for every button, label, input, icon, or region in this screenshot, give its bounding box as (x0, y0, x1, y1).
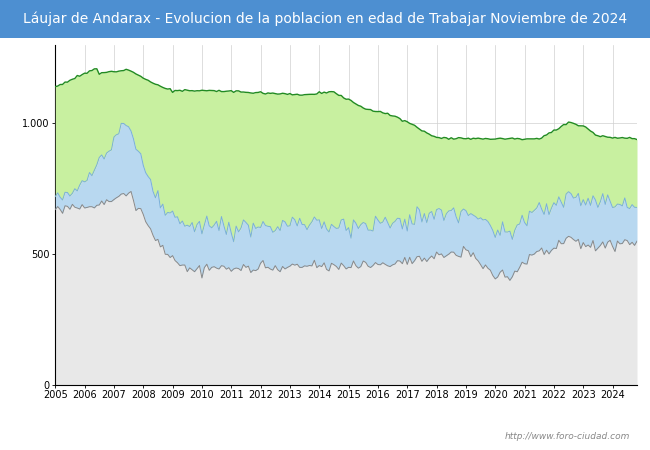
Text: Láujar de Andarax - Evolucion de la poblacion en edad de Trabajar Noviembre de 2: Láujar de Andarax - Evolucion de la pobl… (23, 12, 627, 27)
Text: http://www.foro-ciudad.com: http://www.foro-ciudad.com (505, 432, 630, 441)
